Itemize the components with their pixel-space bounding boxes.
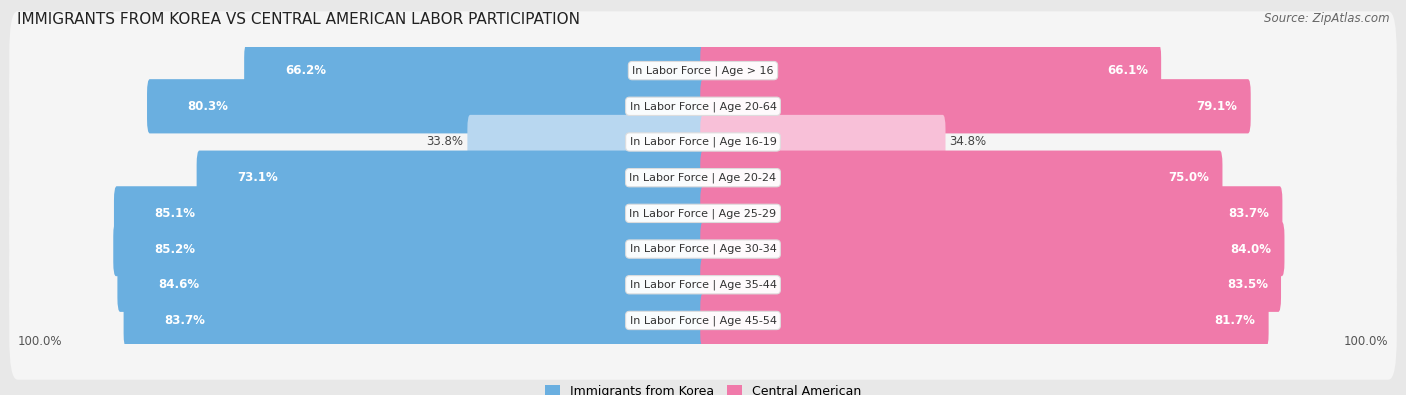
Text: 66.1%: 66.1%	[1107, 64, 1149, 77]
FancyBboxPatch shape	[10, 11, 1396, 130]
Text: In Labor Force | Age 30-34: In Labor Force | Age 30-34	[630, 244, 776, 254]
FancyBboxPatch shape	[700, 79, 1251, 134]
Text: In Labor Force | Age 45-54: In Labor Force | Age 45-54	[630, 315, 776, 326]
Text: 100.0%: 100.0%	[17, 335, 62, 348]
FancyBboxPatch shape	[700, 186, 1282, 241]
Text: IMMIGRANTS FROM KOREA VS CENTRAL AMERICAN LABOR PARTICIPATION: IMMIGRANTS FROM KOREA VS CENTRAL AMERICA…	[17, 12, 579, 27]
FancyBboxPatch shape	[700, 43, 1161, 98]
Text: 73.1%: 73.1%	[238, 171, 278, 184]
FancyBboxPatch shape	[10, 190, 1396, 308]
Text: 85.1%: 85.1%	[155, 207, 195, 220]
FancyBboxPatch shape	[197, 150, 706, 205]
Text: Source: ZipAtlas.com: Source: ZipAtlas.com	[1264, 12, 1389, 25]
FancyBboxPatch shape	[700, 115, 945, 169]
FancyBboxPatch shape	[700, 258, 1281, 312]
Text: In Labor Force | Age 25-29: In Labor Force | Age 25-29	[630, 208, 776, 218]
FancyBboxPatch shape	[10, 47, 1396, 166]
Text: 83.7%: 83.7%	[165, 314, 205, 327]
Text: 75.0%: 75.0%	[1168, 171, 1209, 184]
Text: In Labor Force | Age 20-24: In Labor Force | Age 20-24	[630, 173, 776, 183]
FancyBboxPatch shape	[117, 258, 706, 312]
Text: In Labor Force | Age 16-19: In Labor Force | Age 16-19	[630, 137, 776, 147]
FancyBboxPatch shape	[10, 83, 1396, 201]
Legend: Immigrants from Korea, Central American: Immigrants from Korea, Central American	[540, 380, 866, 395]
Text: 83.5%: 83.5%	[1227, 278, 1268, 291]
FancyBboxPatch shape	[10, 261, 1396, 380]
FancyBboxPatch shape	[467, 115, 706, 169]
Text: 85.2%: 85.2%	[153, 243, 195, 256]
Text: 34.8%: 34.8%	[949, 135, 987, 149]
FancyBboxPatch shape	[245, 43, 706, 98]
FancyBboxPatch shape	[124, 293, 706, 348]
FancyBboxPatch shape	[700, 222, 1285, 276]
Text: 100.0%: 100.0%	[1344, 335, 1389, 348]
Text: In Labor Force | Age > 16: In Labor Force | Age > 16	[633, 65, 773, 76]
Text: 84.0%: 84.0%	[1230, 243, 1271, 256]
FancyBboxPatch shape	[10, 154, 1396, 273]
Text: 84.6%: 84.6%	[157, 278, 200, 291]
FancyBboxPatch shape	[700, 293, 1268, 348]
FancyBboxPatch shape	[148, 79, 706, 134]
FancyBboxPatch shape	[10, 226, 1396, 344]
FancyBboxPatch shape	[10, 118, 1396, 237]
Text: In Labor Force | Age 20-64: In Labor Force | Age 20-64	[630, 101, 776, 111]
Text: In Labor Force | Age 35-44: In Labor Force | Age 35-44	[630, 280, 776, 290]
Text: 80.3%: 80.3%	[187, 100, 229, 113]
Text: 66.2%: 66.2%	[285, 64, 326, 77]
FancyBboxPatch shape	[700, 150, 1222, 205]
Text: 83.7%: 83.7%	[1229, 207, 1270, 220]
Text: 79.1%: 79.1%	[1197, 100, 1237, 113]
Text: 33.8%: 33.8%	[426, 135, 463, 149]
FancyBboxPatch shape	[114, 186, 706, 241]
Text: 81.7%: 81.7%	[1215, 314, 1256, 327]
FancyBboxPatch shape	[114, 222, 706, 276]
